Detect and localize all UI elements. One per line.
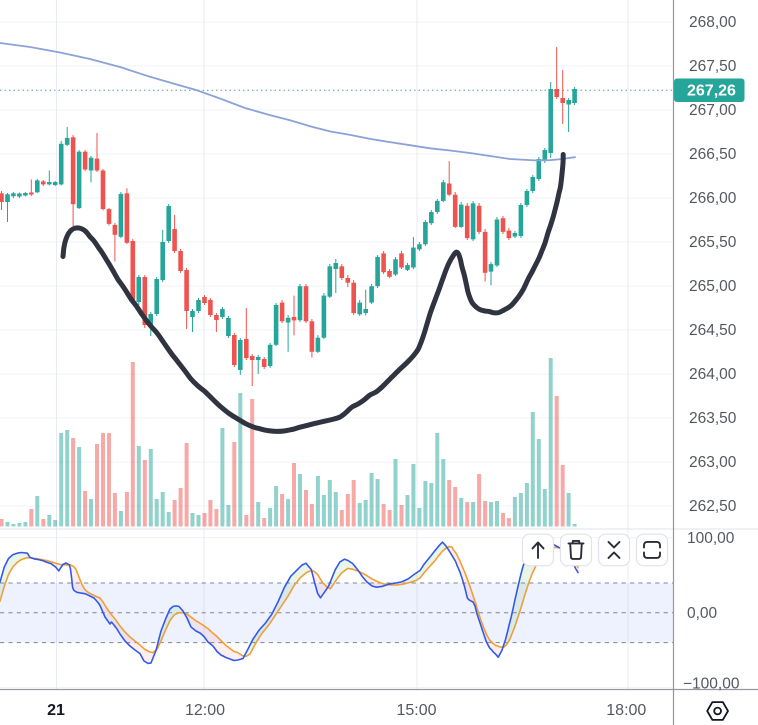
svg-text:12:00: 12:00 [185,702,225,719]
svg-text:262,50: 262,50 [689,498,737,515]
svg-text:267,50: 267,50 [689,58,737,75]
svg-text:21: 21 [47,702,65,719]
svg-text:266,00: 266,00 [689,190,737,207]
svg-text:265,00: 265,00 [689,278,737,295]
svg-text:268,00: 268,00 [689,14,737,31]
svg-text:100,00: 100,00 [687,530,735,547]
svg-text:265,50: 265,50 [689,234,737,251]
svg-text:266,50: 266,50 [689,146,737,163]
svg-text:267,00: 267,00 [689,102,737,119]
svg-text:267,26: 267,26 [687,83,736,100]
svg-text:264,00: 264,00 [689,366,737,383]
svg-text:15:00: 15:00 [396,702,436,719]
svg-text:0,00: 0,00 [687,605,718,622]
svg-text:264,50: 264,50 [689,322,737,339]
svg-text:18:00: 18:00 [606,702,646,719]
svg-text:263,00: 263,00 [689,454,737,471]
svg-text:−100,00: −100,00 [683,676,740,693]
svg-text:263,50: 263,50 [689,410,737,427]
